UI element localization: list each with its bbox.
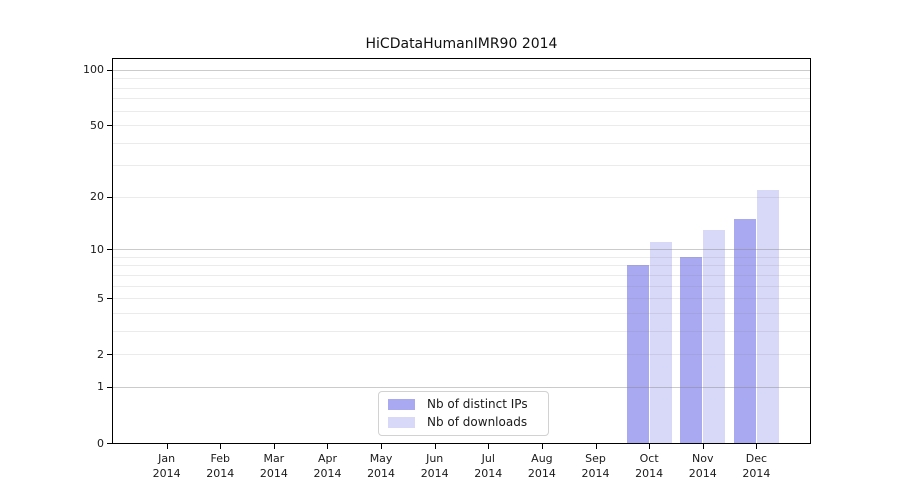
x-axis-tick-year: 2014 (688, 467, 717, 480)
x-axis-tick-label-jul: Jul 2014 (461, 451, 515, 481)
gridline-minor (113, 285, 810, 287)
x-axis-tick-label-mar: Mar 2014 (247, 451, 301, 481)
gridline-minor (113, 274, 810, 276)
y-axis-tick-mark (107, 196, 112, 198)
legend-label-distinct-ips: Nb of distinct IPs (427, 397, 528, 411)
x-axis-tick-label-apr: Apr 2014 (300, 451, 354, 481)
x-axis-tick-mark (595, 444, 597, 449)
x-axis-tick-year: 2014 (581, 467, 610, 480)
x-axis-tick-year: 2014 (420, 467, 449, 480)
legend-label-downloads: Nb of downloads (427, 415, 528, 429)
gridline-minor (113, 256, 810, 258)
y-axis-tick-mark (107, 386, 112, 388)
x-axis-tick-mark (327, 444, 329, 449)
x-axis-tick-label-aug: Aug 2014 (515, 451, 569, 481)
legend: Nb of distinct IPs Nb of downloads (378, 391, 549, 436)
gridline-minor (113, 87, 810, 89)
x-axis-tick-label-feb: Feb 2014 (193, 451, 247, 481)
y-axis-tick-mark (107, 354, 112, 356)
x-axis-tick-year: 2014 (742, 467, 771, 480)
chart-title: HiCDataHumanIMR90 2014 (365, 36, 558, 52)
x-axis-tick-label-may: May 2014 (354, 451, 408, 481)
gridline-minor (113, 298, 810, 300)
bar-oct-distinct-ips (626, 265, 649, 443)
plot-area: Nb of distinct IPs Nb of downloads (112, 58, 811, 444)
bar-dec-distinct-ips (733, 218, 756, 443)
x-axis-tick-year: 2014 (259, 467, 288, 480)
x-axis-tick-year: 2014 (527, 467, 556, 480)
bar-oct-downloads (649, 242, 672, 443)
gridline-minor (113, 196, 810, 198)
legend-swatch-distinct-ips-icon (388, 399, 415, 410)
gridline-minor (113, 78, 810, 80)
gridline-minor (113, 312, 810, 314)
x-axis-tick-year: 2014 (367, 467, 396, 480)
x-axis-tick-label-dec: Dec 2014 (729, 451, 783, 481)
gridline-major (113, 249, 810, 251)
gridline-minor (113, 142, 810, 144)
x-axis-tick-label-jan: Jan 2014 (140, 451, 194, 481)
legend-swatch-downloads-icon (388, 417, 415, 428)
y-axis-tick-label: 100 (83, 63, 104, 77)
y-axis-tick-mark (107, 69, 112, 71)
gridline-minor (113, 165, 810, 167)
x-axis-tick-mark (220, 444, 222, 449)
x-axis-tick-year: 2014 (206, 467, 235, 480)
legend-entry-downloads: Nb of downloads (388, 416, 539, 429)
x-axis-tick-mark (756, 444, 758, 449)
y-axis-tick-mark (107, 298, 112, 300)
x-axis-tick-mark (381, 444, 383, 449)
y-axis-tick-mark (107, 443, 112, 444)
x-axis-tick-label-oct: Oct 2014 (622, 451, 676, 481)
y-axis-tick-label: 50 (90, 118, 104, 132)
y-axis-tick-label: 5 (97, 291, 104, 305)
y-axis-tick-mark (107, 125, 112, 127)
x-axis-tick-mark (434, 444, 436, 449)
x-axis-tick-year: 2014 (313, 467, 342, 480)
gridline-minor (113, 265, 810, 267)
x-axis-tick-mark (649, 444, 651, 449)
x-axis-tick-mark (166, 444, 168, 449)
x-axis-tick-mark (702, 444, 704, 449)
x-axis-tick-mark (273, 444, 275, 449)
y-axis-tick-label: 1 (97, 380, 104, 394)
x-axis-tick-label-sep: Sep 2014 (569, 451, 623, 481)
y-axis-tick-mark (107, 249, 112, 251)
bar-nov-distinct-ips (680, 256, 703, 443)
x-axis-tick-mark (488, 444, 490, 449)
gridline-minor (113, 125, 810, 127)
gridline-minor (113, 98, 810, 100)
y-axis-tick-label: 10 (90, 242, 104, 256)
bar-dec-downloads (756, 189, 779, 443)
x-axis-tick-year: 2014 (635, 467, 664, 480)
x-axis-tick-label-jun: Jun 2014 (408, 451, 462, 481)
gridline-major (113, 69, 810, 71)
x-axis-tick-label-nov: Nov 2014 (676, 451, 730, 481)
bar-nov-downloads (703, 229, 726, 443)
gridline-minor (113, 110, 810, 112)
y-axis-tick-label: 0 (97, 436, 104, 450)
y-axis-tick-label: 20 (90, 190, 104, 204)
gridline-minor (113, 354, 810, 356)
x-axis-tick-mark (541, 444, 543, 449)
x-axis-tick-year: 2014 (152, 467, 181, 480)
x-axis-tick-year: 2014 (474, 467, 503, 480)
gridline-major (113, 386, 810, 388)
legend-entry-distinct-ips: Nb of distinct IPs (388, 398, 539, 411)
gridline-minor (113, 330, 810, 332)
y-axis-tick-label: 2 (97, 347, 104, 361)
